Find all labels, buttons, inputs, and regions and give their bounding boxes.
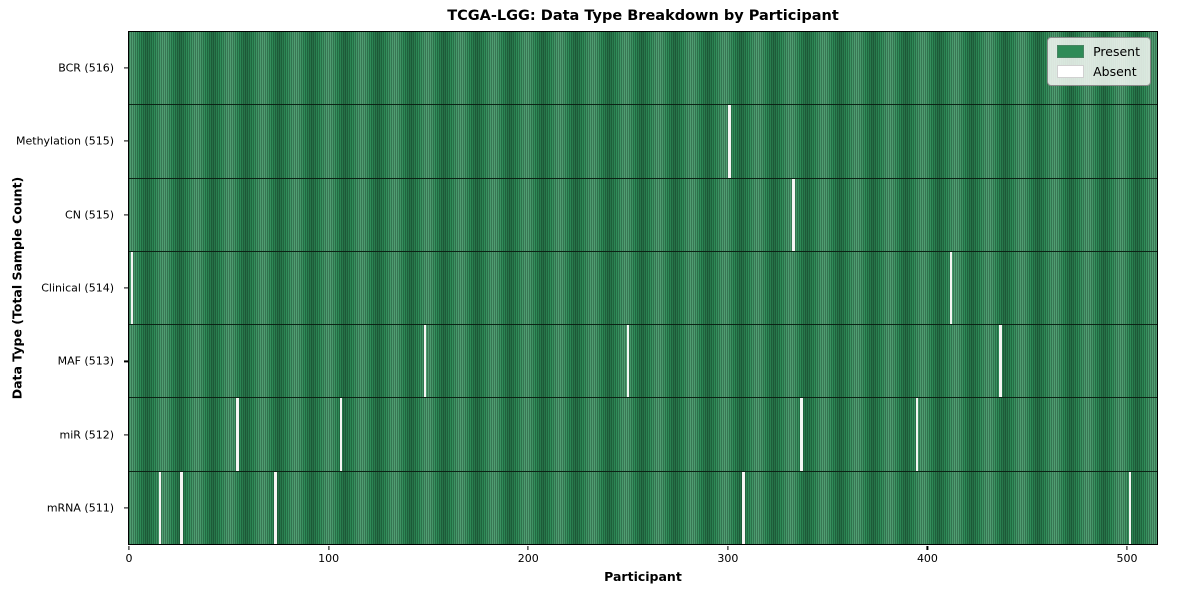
x-axis-ticks: 0 100 200 300 400 500 [125,545,1158,569]
legend-item-present: Present [1057,44,1140,59]
absent-mark [130,251,134,325]
absent-mark [999,325,1002,398]
absent-mark [792,178,795,251]
y-tick-mark [124,434,128,436]
x-tick-label: 100 [318,552,340,565]
x-tick-label: 500 [1116,552,1138,565]
x-tick-label: 300 [717,552,739,565]
y-tick-label: Methylation (515) [16,134,114,148]
absent-mark [423,325,427,398]
heatmap-rows [129,32,1157,544]
y-tick-mark [124,507,128,509]
x-tick-label: 200 [517,552,539,565]
absent-mark [915,398,919,471]
absent-mark [158,471,162,544]
absent-mark [728,105,731,178]
absent-mark [274,471,277,544]
x-tick-mark [328,546,330,550]
absent-mark [180,471,184,544]
y-tick-mark [124,213,128,216]
x-tick-label: 0 [125,552,133,565]
heatmap-row-clinical [129,251,1157,326]
heatmap-row-maf [129,325,1157,399]
x-tick-label: 400 [916,552,938,565]
y-tick-labels: BCR (516) Methylation (515) CN (515) Clinic… [0,31,122,545]
chart-title: TCGA-LGG: Data Type Breakdown by Partici… [447,8,839,24]
absent-mark [800,398,803,471]
heatmap-row-bcr [129,32,1157,106]
absent-mark [626,325,630,398]
x-tick-mark [128,546,130,550]
x-axis-label: Participant [604,569,682,584]
y-tick-label: CN (515) [65,208,114,222]
absent-mark [1128,471,1132,544]
present-swatch-icon [1057,45,1085,58]
heatmap-row-mir [129,398,1157,472]
legend-label-absent: Absent [1093,64,1137,79]
absent-mark [339,398,343,471]
x-tick-mark [926,546,929,550]
y-tick-mark [124,287,128,289]
x-tick-mark [727,546,729,550]
y-tick-label: mRNA (511) [46,501,114,515]
absent-swatch-icon [1057,65,1085,78]
legend: Present Absent [1047,37,1151,86]
y-tick-label: MAF (513) [57,354,114,368]
y-tick-mark [124,360,128,363]
heatmap-row-methylation [129,105,1157,179]
heatmap-row-mrna [129,471,1157,544]
plot-area: Present Absent [128,31,1158,545]
absent-mark [742,471,745,544]
y-tick-label: BCR (516) [58,61,114,75]
x-tick-mark [1126,546,1128,550]
absent-mark [949,251,953,325]
legend-label-present: Present [1093,44,1140,59]
x-tick-mark [527,546,529,550]
y-tick-label: miR (512) [59,428,115,442]
y-tick-label: Clinical (514) [41,281,114,295]
legend-item-absent: Absent [1057,64,1140,79]
heatmap-row-cn [129,178,1157,252]
absent-mark [236,398,239,471]
y-tick-mark [124,140,128,142]
y-tick-mark [124,67,128,69]
